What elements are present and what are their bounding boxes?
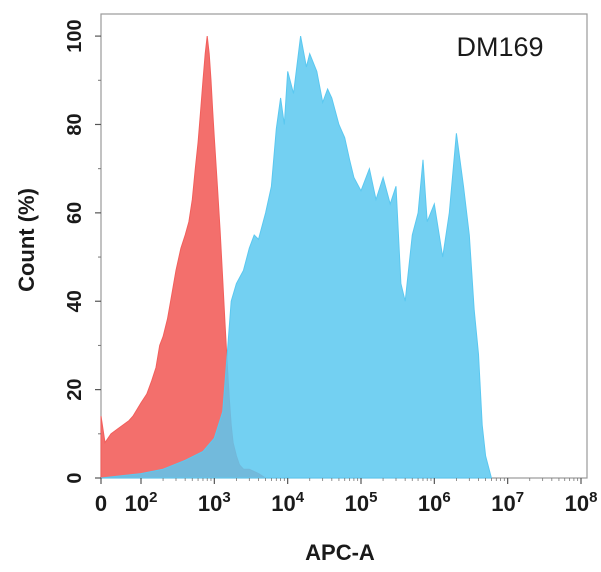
y-tick-label: 60 xyxy=(64,202,86,224)
y-tick-label: 80 xyxy=(64,113,86,135)
x-axis-title: APC-A xyxy=(305,540,375,565)
x-tick-label: 108 xyxy=(565,489,598,516)
chart-title: DM169 xyxy=(456,32,543,62)
x-tick-label: 103 xyxy=(198,489,231,516)
x-tick-label: 106 xyxy=(418,489,451,516)
x-tick-label: 102 xyxy=(125,489,158,516)
y-axis-title: Count (%) xyxy=(14,188,39,292)
x-tick-label: 107 xyxy=(491,489,524,516)
y-tick-label: 0 xyxy=(64,472,86,483)
y-tick-label: 20 xyxy=(64,378,86,400)
axes-layer: 0 20 40 60 80 100 0 102 103 104 105 106 107 108 xyxy=(64,19,597,516)
histogram-series-2 xyxy=(100,36,493,479)
y-tick-label: 100 xyxy=(64,19,86,52)
x-tick-label: 104 xyxy=(271,489,304,516)
x-tick-label: 105 xyxy=(345,489,378,516)
y-tick-label: 40 xyxy=(64,290,86,312)
x-tick-label: 0 xyxy=(95,491,107,516)
series-layer xyxy=(100,36,493,479)
